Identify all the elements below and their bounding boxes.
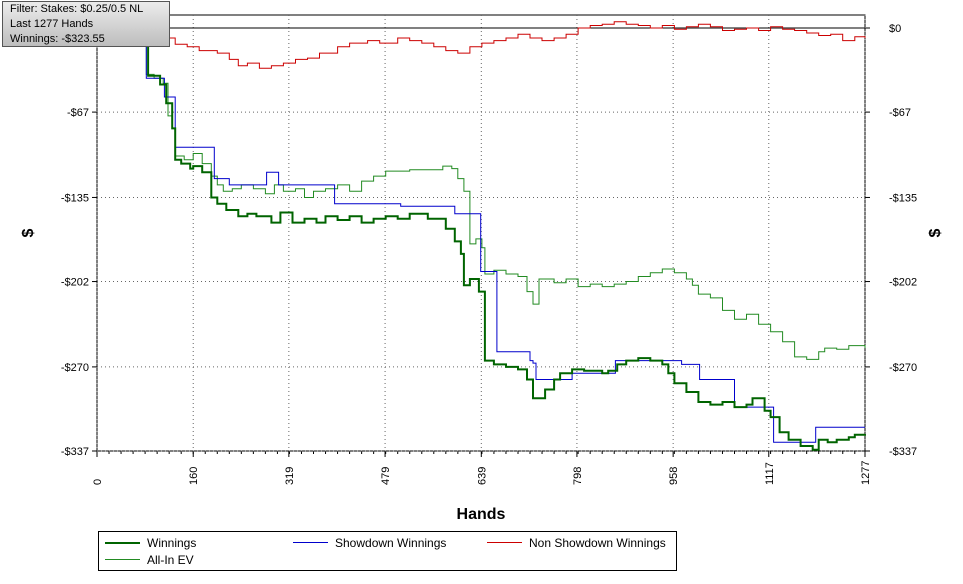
filter-info-box: Filter: Stakes: $0.25/0.5 NL Last 1277 H… xyxy=(2,1,170,47)
legend-swatch-showdown-winnings xyxy=(293,542,328,543)
series-line-all-in-ev xyxy=(97,27,866,360)
filter-text: Filter: Stakes: $0.25/0.5 NL xyxy=(10,3,144,15)
x-tick-label: 639 xyxy=(476,467,488,485)
y-tick-label-left: -$135 xyxy=(61,192,89,204)
x-tick-label: 1277 xyxy=(860,461,872,485)
x-tick-label: 798 xyxy=(572,467,584,485)
y-tick-label-right: $0 xyxy=(889,23,901,35)
series-line-showdown-winnings xyxy=(97,27,865,443)
legend-swatch-non-showdown-winnings xyxy=(487,542,522,543)
y-tick-label-left: -$337 xyxy=(61,446,89,458)
x-tick-label: 160 xyxy=(188,467,200,485)
y-tick-label-left: -$202 xyxy=(61,277,89,289)
y-tick-label-right: -$337 xyxy=(889,446,917,458)
y-axis-title-left: $ xyxy=(20,228,37,237)
x-tick-label: 958 xyxy=(668,467,680,485)
x-tick-label: 319 xyxy=(284,467,296,485)
y-tick-label-right: -$135 xyxy=(889,192,917,204)
legend-swatch-winnings xyxy=(105,542,140,544)
grid-lines xyxy=(96,15,866,452)
winnings-total-text: Winnings: -$323.55 xyxy=(10,33,105,45)
legend-label-showdown-winnings: Showdown Winnings xyxy=(335,536,447,550)
y-axis-title-right: $ xyxy=(927,228,944,237)
legend-label-winnings: Winnings xyxy=(147,536,197,550)
legend-label-non-showdown-winnings: Non Showdown Winnings xyxy=(529,536,666,550)
y-tick-label-right: -$67 xyxy=(889,107,911,119)
y-tick-label-right: -$202 xyxy=(889,277,917,289)
x-tick-label: 1117 xyxy=(764,462,776,485)
y-tick-label-left: -$67 xyxy=(67,107,89,119)
y-tick-label-left: -$270 xyxy=(61,362,89,374)
y-tick-label-right: -$270 xyxy=(889,362,917,374)
x-tick-label: 0 xyxy=(92,479,104,485)
legend-swatch-all-in-ev xyxy=(105,559,140,560)
series-line-winnings xyxy=(97,27,866,451)
legend-label-all-in-ev: All-In EV xyxy=(147,553,194,567)
x-axis-title: Hands xyxy=(457,506,506,523)
hands-count-text: Last 1277 Hands xyxy=(10,18,94,30)
chart-legend: Winnings Showdown Winnings Non Showdown … xyxy=(98,531,677,571)
x-tick-label: 479 xyxy=(380,467,392,485)
series-line-non-showdown-winnings xyxy=(97,21,866,69)
